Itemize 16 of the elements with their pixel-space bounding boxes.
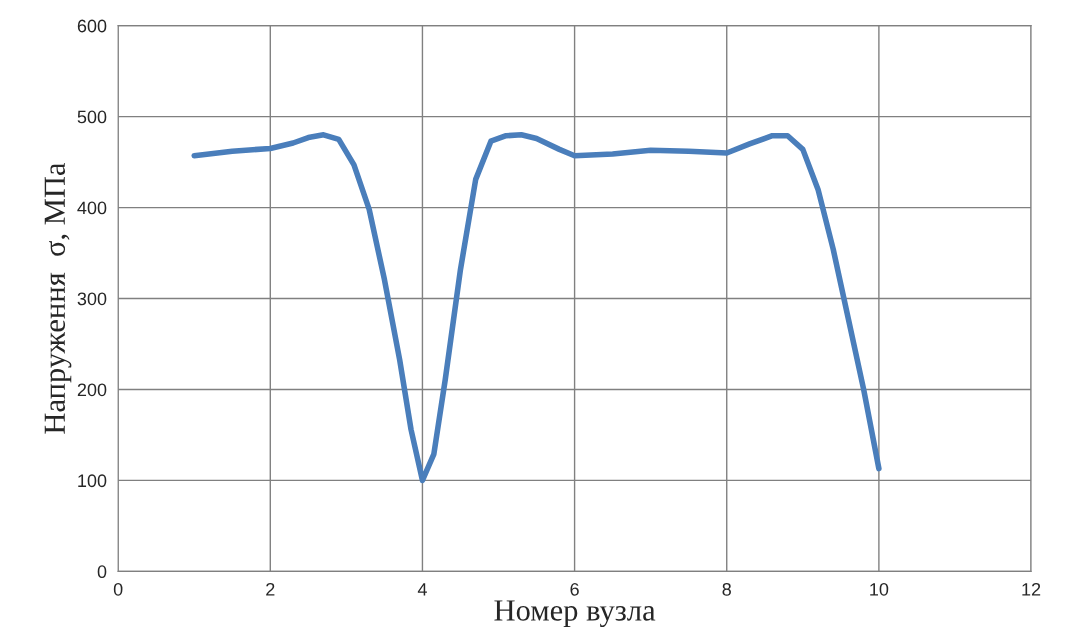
y-tick-label: 200	[77, 383, 107, 397]
x-tick-label: 0	[113, 582, 123, 596]
x-tick-label: 8	[722, 582, 731, 596]
x-axis-title: Номер вузла	[494, 600, 656, 628]
y-tick-label: 300	[77, 292, 107, 306]
x-tick-label: 4	[417, 583, 427, 596]
x-tick-label: 12	[1022, 582, 1041, 596]
x-tick-label: 6	[570, 582, 579, 596]
y-tick-label: 500	[77, 110, 107, 124]
y-tick-label: 100	[78, 474, 107, 488]
x-tick-label: 10	[870, 582, 889, 596]
x-tick-label: 2	[266, 582, 275, 596]
y-axis-title: Напруження σ, МПа	[44, 162, 72, 434]
y-tick-label: 0	[97, 565, 107, 579]
y-tick-label: 600	[77, 19, 107, 33]
y-tick-label: 400	[77, 201, 107, 215]
